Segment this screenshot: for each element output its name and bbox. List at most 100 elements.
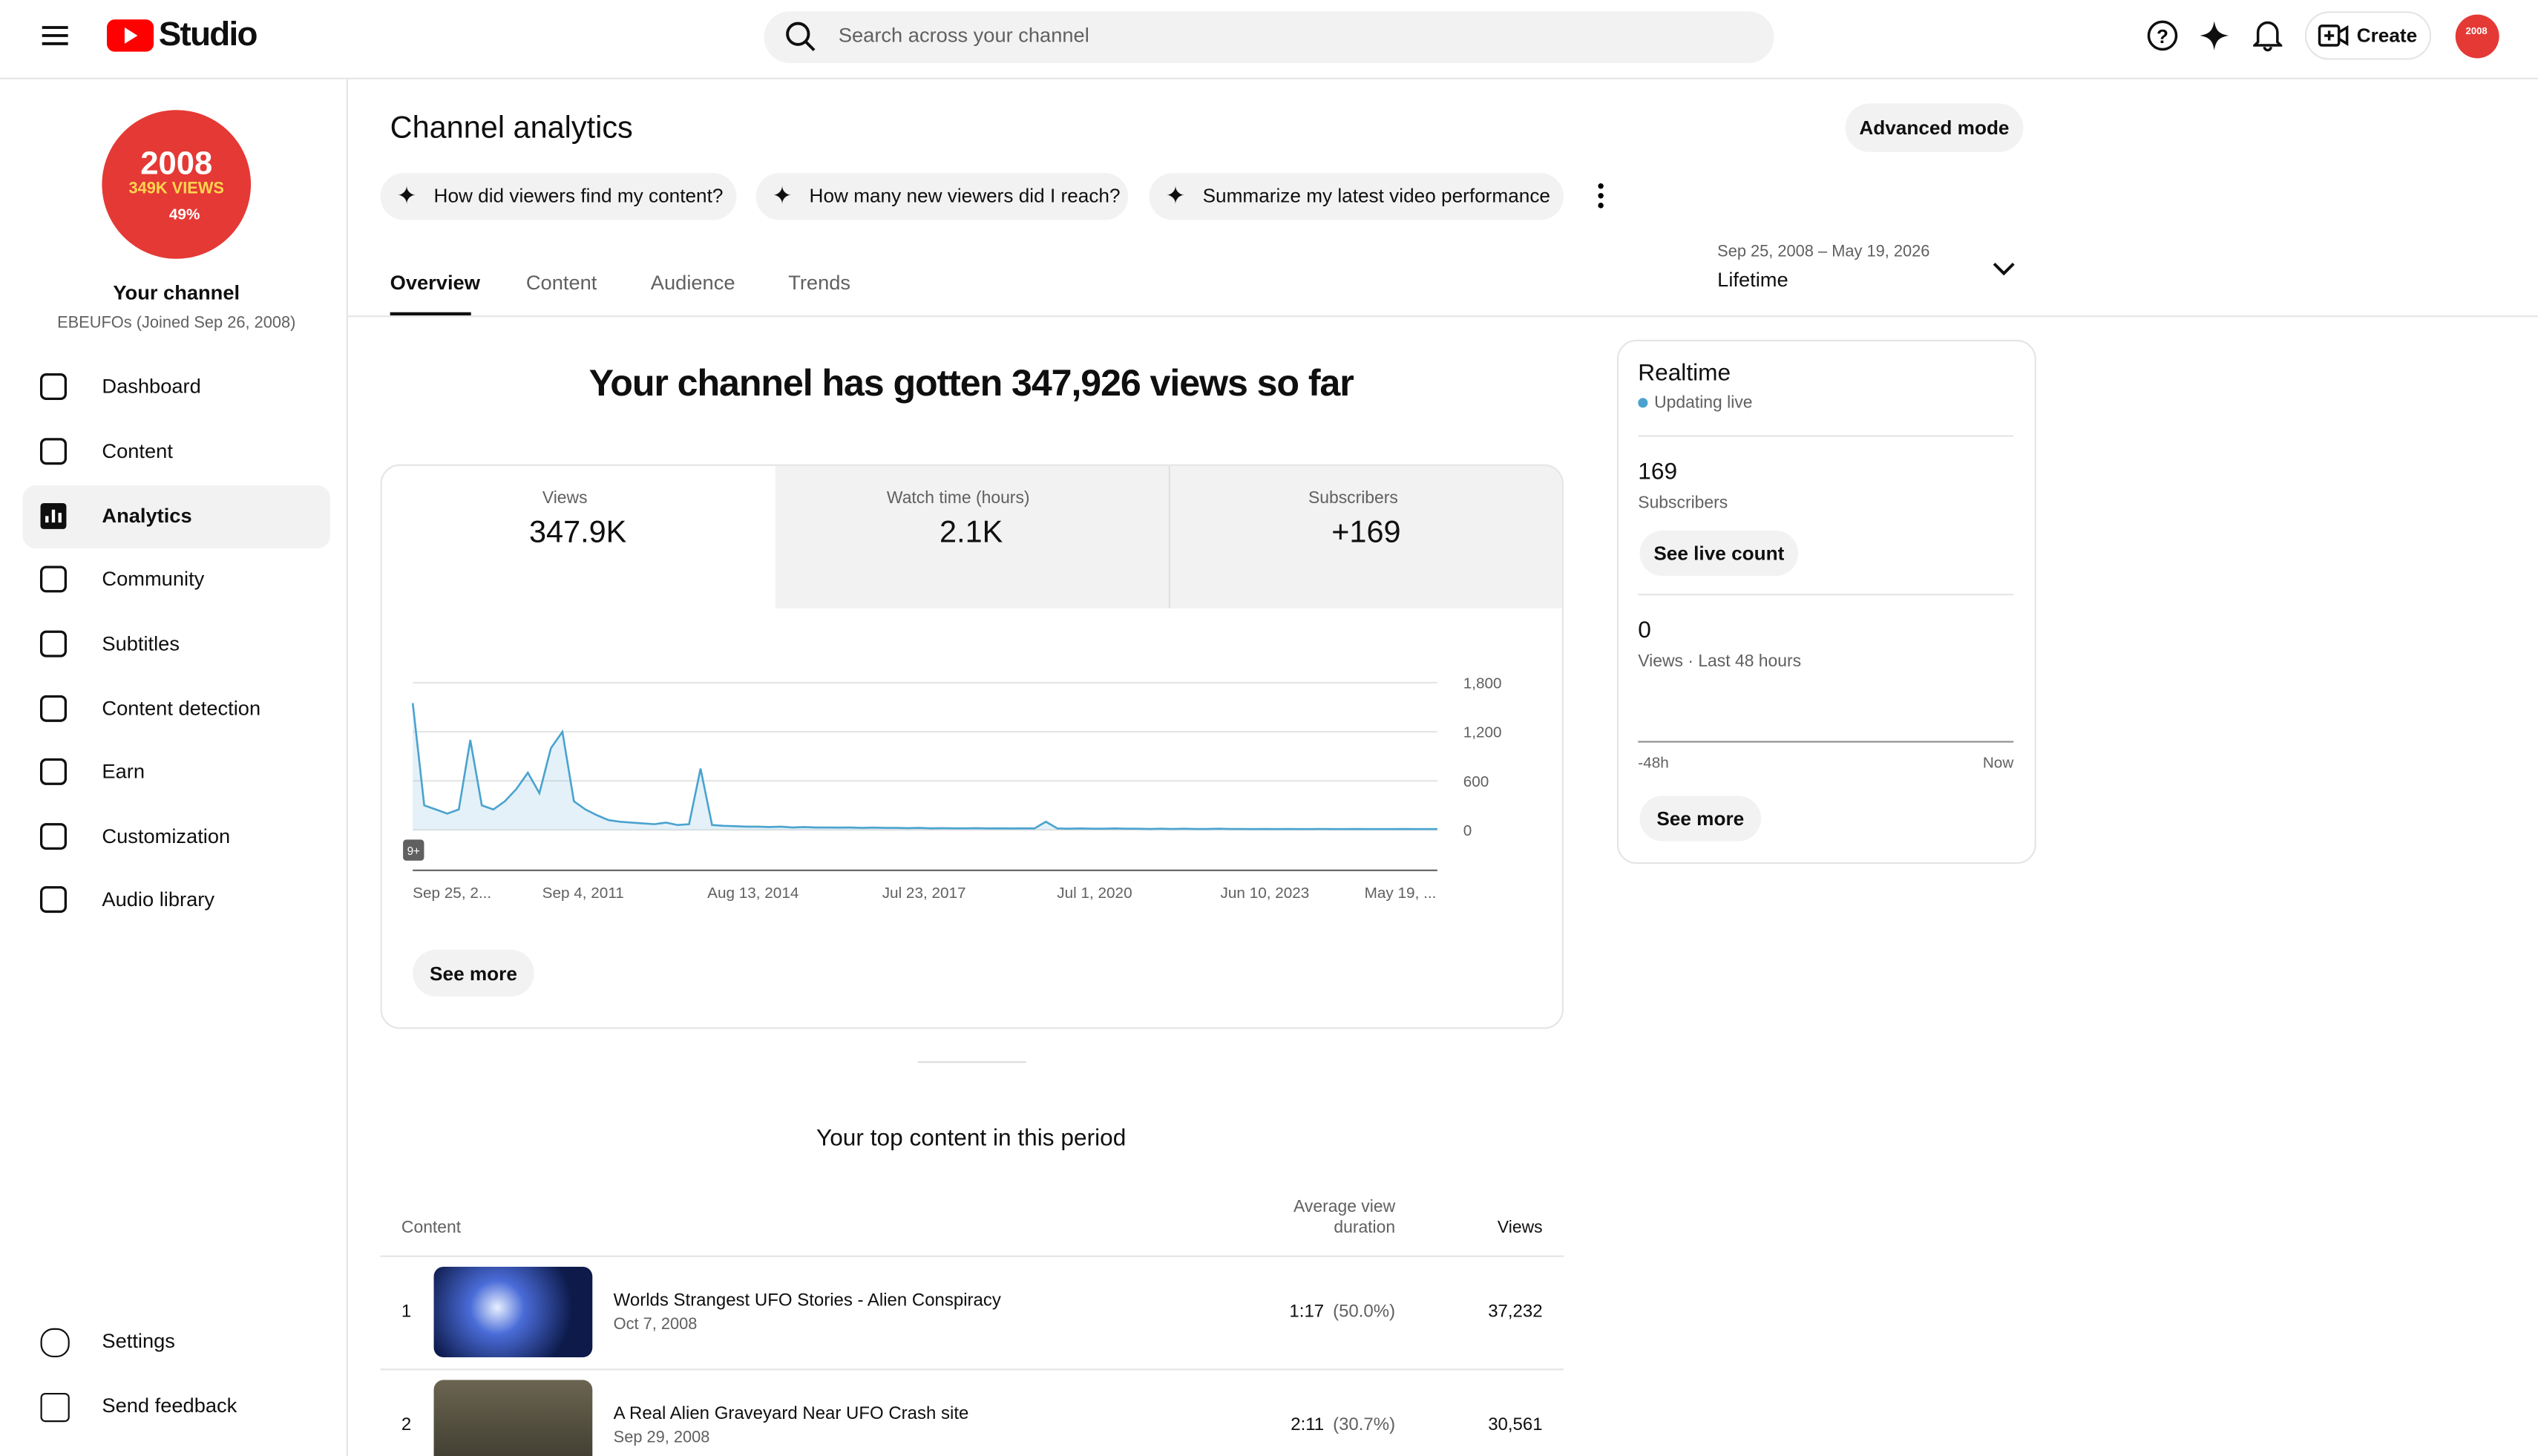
- prompt-chip[interactable]: [1149, 173, 1564, 220]
- period[interactable]: Lifetime: [1717, 268, 1788, 292]
- nav-icon[interactable]: [37, 563, 70, 596]
- see-more-button[interactable]: See more: [413, 949, 534, 997]
- tab[interactable]: Content: [525, 272, 597, 295]
- search-box[interactable]: [764, 11, 1774, 64]
- spark-icon[interactable]: [2200, 21, 2229, 50]
- channel-name: Your channel: [113, 281, 240, 304]
- create-label[interactable]: Create: [2356, 24, 2418, 47]
- channel-badge[interactable]: [102, 110, 252, 259]
- bell-icon[interactable]: [2253, 19, 2283, 52]
- chevron-icon[interactable]: [1993, 260, 2016, 277]
- nav-item[interactable]: Dashboard: [102, 375, 201, 399]
- nav-icon[interactable]: [37, 628, 70, 660]
- thumbnail[interactable]: [433, 1380, 593, 1456]
- thumbnail[interactable]: [433, 1266, 593, 1358]
- nav-icon[interactable]: [37, 692, 70, 725]
- metric-value[interactable]: +169: [1331, 516, 1401, 551]
- nav-item[interactable]: Earn: [102, 760, 145, 784]
- spark-icon[interactable]: ✦: [396, 183, 417, 211]
- create-button[interactable]: [2304, 11, 2432, 60]
- table-line: [380, 1255, 1564, 1257]
- y-tick-label: 0: [1463, 822, 1472, 839]
- col-duration[interactable]: Average view duration: [1293, 1197, 1396, 1238]
- y-tick-label: 1,200: [1463, 724, 1502, 741]
- x-tick-label: Jul 1, 2020: [1057, 885, 1132, 902]
- nav-icon[interactable]: [37, 755, 70, 788]
- spark-icon[interactable]: ✦: [1165, 183, 1186, 211]
- nav-item[interactable]: Analytics: [102, 505, 192, 528]
- nav-item[interactable]: Subtitles: [102, 632, 180, 655]
- page-title: Channel analytics: [390, 111, 633, 146]
- prompt-chip[interactable]: [380, 173, 737, 220]
- logo-icon[interactable]: [106, 19, 154, 52]
- percent: (50.0%): [1333, 1302, 1396, 1322]
- metric-value[interactable]: 2.1K: [940, 516, 1003, 551]
- realtime-axis: [1638, 741, 2014, 743]
- menu-icon[interactable]: [41, 21, 70, 50]
- nav-item[interactable]: Send feedback: [102, 1394, 237, 1417]
- top-bar: [0, 0, 2538, 79]
- metric-label[interactable]: Watch time (hours): [886, 488, 1030, 508]
- search-placeholder[interactable]: Search across your channel: [838, 24, 1089, 47]
- tab[interactable]: Audience: [650, 272, 735, 295]
- views-chart: 0 600 1,200 1,800 Sep 25, 2... Sep 4, 2011 Aug…: [403, 675, 1502, 902]
- nav-item[interactable]: Customization: [102, 824, 231, 848]
- nav-item[interactable]: Settings: [102, 1329, 175, 1353]
- realtime-see-more[interactable]: See more: [1639, 796, 1762, 842]
- table-line: [380, 1368, 1564, 1371]
- badge-bg: [403, 839, 424, 861]
- spark-icon[interactable]: ✦: [772, 183, 793, 211]
- realtime-status: Updating live: [1654, 393, 1753, 413]
- nav-icon[interactable]: [40, 1328, 70, 1358]
- avatar[interactable]: [2455, 14, 2499, 59]
- x-tick-label: Aug 13, 2014: [707, 885, 799, 902]
- video-title[interactable]: A Real Alien Graveyard Near UFO Crash si…: [613, 1404, 969, 1424]
- live-count-button[interactable]: See live count: [1639, 531, 1799, 577]
- tab[interactable]: Trends: [788, 272, 851, 295]
- date-range[interactable]: Sep 25, 2008 – May 19, 2026: [1717, 243, 1930, 262]
- headline: Your channel has gotten 347,926 views so…: [588, 361, 1354, 404]
- logo-text[interactable]: Studio: [158, 16, 258, 53]
- col-views[interactable]: Views: [1497, 1218, 1543, 1238]
- search-icon[interactable]: [785, 21, 818, 53]
- nav-icon[interactable]: [37, 883, 70, 916]
- metric-label[interactable]: Views: [542, 488, 588, 508]
- svg-text:?: ?: [2157, 25, 2168, 47]
- video-title[interactable]: Worlds Strangest UFO Stories - Alien Con…: [613, 1291, 1001, 1311]
- nav-item[interactable]: Community: [102, 568, 205, 591]
- percent: (30.7%): [1333, 1415, 1396, 1435]
- tab[interactable]: Overview: [390, 272, 480, 295]
- area: [413, 703, 1437, 830]
- create-icon[interactable]: [2318, 23, 2350, 49]
- nav-active-bg: [22, 485, 330, 549]
- nav-icon[interactable]: [37, 435, 70, 468]
- prompt-text[interactable]: How did viewers find my content?: [433, 184, 724, 208]
- nav-icon[interactable]: [37, 370, 70, 403]
- col-content[interactable]: Content: [401, 1218, 462, 1238]
- nav-icon[interactable]: [37, 820, 70, 853]
- tab-underline: [390, 312, 471, 316]
- nav-icon[interactable]: [40, 1392, 70, 1423]
- more-icon[interactable]: [1593, 181, 1609, 210]
- metric-sep: [1168, 465, 1170, 609]
- nav-item[interactable]: Content detection: [102, 697, 261, 721]
- views-label: Views · Last 48 hours: [1638, 652, 1802, 672]
- metric-value[interactable]: 347.9K: [528, 516, 627, 551]
- realtime-card: [1616, 339, 2036, 865]
- views: 37,232: [1488, 1302, 1543, 1322]
- nav-icon[interactable]: [37, 500, 70, 533]
- nav-item[interactable]: Content: [102, 439, 173, 463]
- avatar-text[interactable]: 2008: [2465, 27, 2488, 38]
- x-tick-label: Sep 4, 2011: [542, 885, 624, 902]
- prompt-chip[interactable]: [755, 173, 1129, 220]
- nav-item[interactable]: Audio library: [102, 888, 214, 911]
- prompt-text[interactable]: Summarize my latest video performance: [1202, 184, 1550, 208]
- realtime-title: Realtime: [1638, 361, 1731, 387]
- help-icon[interactable]: ?: [2146, 19, 2179, 52]
- metric-label[interactable]: Subscribers: [1308, 488, 1398, 508]
- advanced-button[interactable]: Advanced mode: [1845, 103, 2024, 152]
- prompt-text[interactable]: How many new viewers did I reach?: [809, 184, 1121, 208]
- rank: 2: [401, 1415, 412, 1435]
